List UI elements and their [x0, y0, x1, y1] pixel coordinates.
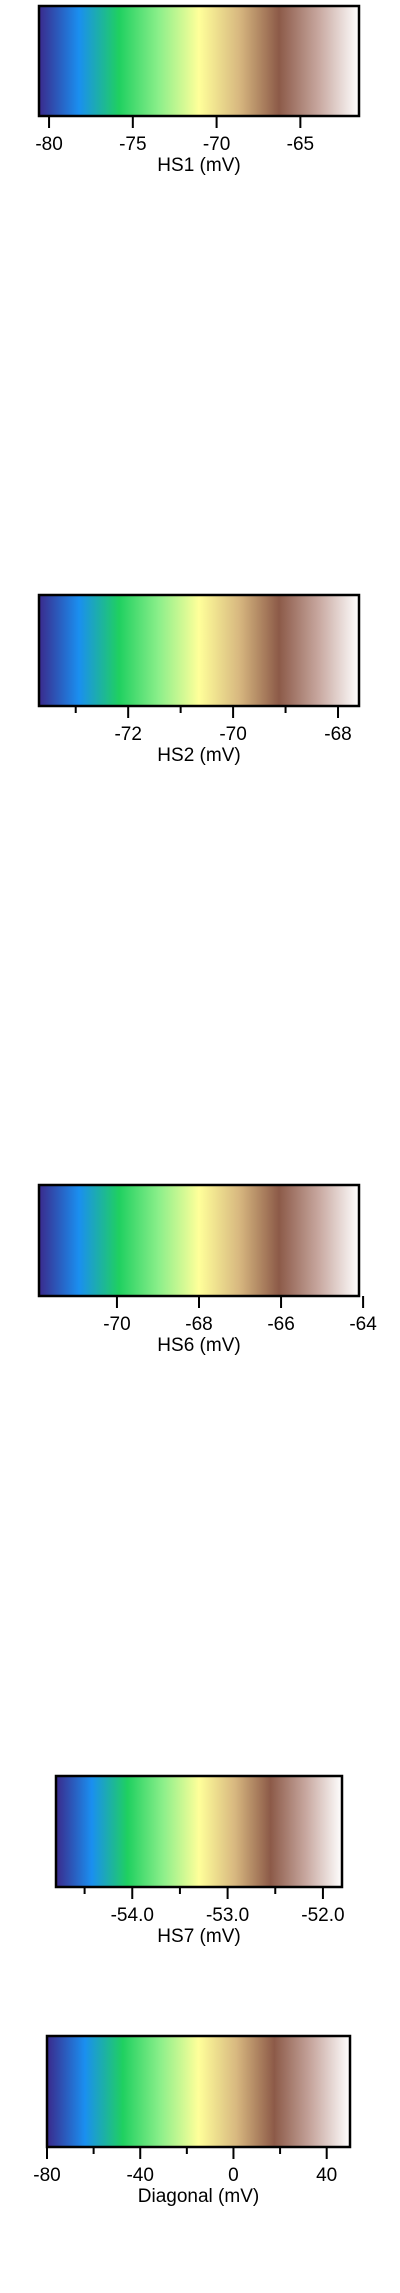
tick-label: 0 [228, 2165, 239, 2186]
tick-label: -75 [119, 134, 146, 155]
tick-label: -80 [35, 134, 62, 155]
tick-label: -70 [103, 1314, 130, 1335]
tick-label: -80 [33, 2165, 60, 2186]
tick-label: -40 [126, 2165, 153, 2186]
tick-label: -68 [324, 724, 351, 745]
colorbar-3: -70 -68 -66 -64 HS6 (mV) [37, 1183, 377, 1356]
colorbar-5: -80 -40 0 40 Diagonal (mV) [33, 2034, 352, 2207]
tick-label: -64 [349, 1314, 377, 1335]
axis-title: Diagonal (mV) [138, 2186, 259, 2207]
tick-label: -52.0 [301, 1905, 344, 1926]
tick-label: -68 [185, 1314, 212, 1335]
tick-label: 40 [316, 2165, 337, 2186]
colorbar-1: -80 -75 -70 -65 HS1 (mV) [35, 4, 361, 176]
axis-title: HS1 (mV) [157, 155, 240, 176]
tick-label: -65 [287, 134, 314, 155]
tick-label: -72 [114, 724, 141, 745]
colorbar-gradient [37, 4, 361, 118]
colorbar-gradient [37, 593, 361, 708]
tick-label: -66 [267, 1314, 294, 1335]
axis-title: HS6 (mV) [157, 1335, 240, 1356]
colorbar-gradient [45, 2034, 352, 2149]
colorbar-gradient [37, 1183, 361, 1298]
axis-title: HS2 (mV) [157, 745, 240, 766]
axis-title: HS7 (mV) [157, 1926, 240, 1947]
colorbar-2: -72 -70 -68 HS2 (mV) [37, 593, 361, 766]
tick-label: -70 [219, 724, 246, 745]
colorbar-gradient [54, 1774, 344, 1889]
tick-label: -70 [203, 134, 230, 155]
tick-label: -53.0 [206, 1905, 249, 1926]
colorbar-4: -54.0 -53.0 -52.0 HS7 (mV) [54, 1774, 345, 1947]
tick-label: -54.0 [111, 1905, 154, 1926]
